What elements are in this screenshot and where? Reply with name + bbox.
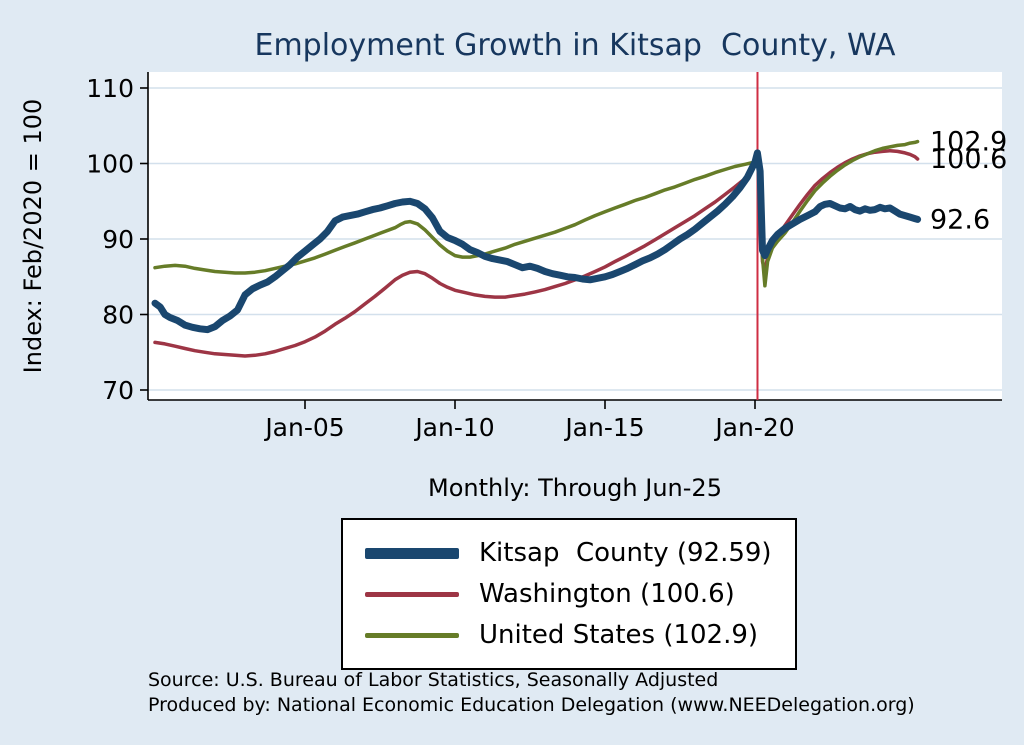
source-notes: Source: U.S. Bureau of Labor Statistics,… xyxy=(148,668,968,718)
x-axis-subtitle: Monthly: Through Jun-25 xyxy=(428,474,722,502)
svg-text:110: 110 xyxy=(86,74,134,103)
svg-text:Jan-10: Jan-10 xyxy=(413,413,494,442)
svg-text:100.6: 100.6 xyxy=(930,144,1007,175)
chart-legend: Kitsap County (92.59) Washington (100.6)… xyxy=(341,518,797,670)
svg-text:Jan-15: Jan-15 xyxy=(563,413,644,442)
svg-text:102.9: 102.9 xyxy=(930,127,1007,158)
svg-text:100: 100 xyxy=(86,150,134,179)
svg-text:Jan-05: Jan-05 xyxy=(263,413,344,442)
svg-text:70: 70 xyxy=(102,376,134,405)
chart-title: Employment Growth in Kitsap County, WA xyxy=(254,28,896,63)
svg-text:92.6: 92.6 xyxy=(930,204,990,235)
legend-item-united-states: United States (102.9) xyxy=(365,617,795,653)
legend-label: Washington (100.6) xyxy=(479,579,735,609)
svg-text:90: 90 xyxy=(102,225,134,254)
legend-label: Kitsap County (92.59) xyxy=(479,538,772,568)
svg-text:80: 80 xyxy=(102,301,134,330)
source-line: Source: U.S. Bureau of Labor Statistics,… xyxy=(148,669,719,691)
washington-line-swatch xyxy=(365,591,459,597)
kitsap-county-line-swatch xyxy=(365,547,459,559)
united-states-line-swatch xyxy=(365,632,459,638)
produced-by-line: Produced by: National Economic Education… xyxy=(148,694,915,717)
legend-label: United States (102.9) xyxy=(479,620,759,650)
svg-text:Jan-20: Jan-20 xyxy=(713,413,794,442)
legend-item-washington: Washington (100.6) xyxy=(365,576,795,612)
legend-item-kitsap-county: Kitsap County (92.59) xyxy=(365,535,795,571)
